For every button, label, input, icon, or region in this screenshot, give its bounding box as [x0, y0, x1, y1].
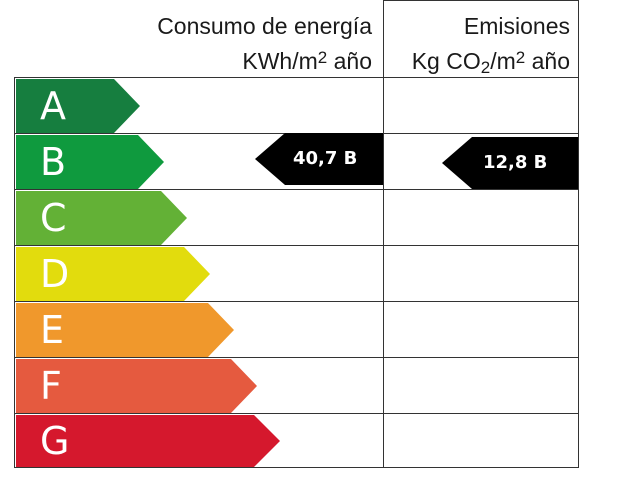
- band-b-letter: B: [40, 140, 67, 184]
- band-e-letter: E: [40, 308, 65, 352]
- row-divider: [14, 413, 579, 414]
- band-c-arrow: [16, 191, 187, 245]
- table-border-right: [578, 0, 579, 468]
- band-g-letter: G: [40, 419, 70, 463]
- column-divider: [383, 0, 384, 468]
- emissions-header-title: Emisiones: [463, 13, 570, 39]
- emissions-header-unit: Kg CO2/m2 año: [411, 48, 570, 77]
- emissions-rating-value: 12,8 B: [483, 152, 548, 173]
- energy-rating-value: 40,7 B: [293, 148, 358, 169]
- energy-header-title: Consumo de energía: [157, 13, 372, 39]
- band-b-arrow: [16, 135, 164, 189]
- band-g: G: [16, 415, 281, 467]
- band-d: D: [16, 247, 211, 301]
- band-d-arrow: [16, 247, 210, 301]
- band-c-letter: C: [40, 196, 67, 240]
- row-divider: [14, 189, 579, 190]
- energy-rating-badge: 40,7 B: [255, 133, 383, 185]
- energy-rating-arrow: [255, 133, 383, 185]
- emissions-rating-arrow: [442, 137, 578, 189]
- band-g-arrow: [16, 415, 280, 467]
- row-divider: [14, 245, 579, 246]
- band-d-letter: D: [40, 252, 70, 296]
- emissions-header: Emisiones Kg CO2/m2 año: [388, 10, 570, 84]
- band-f: F: [16, 359, 258, 413]
- band-c: C: [16, 191, 188, 245]
- band-e-arrow: [16, 303, 234, 357]
- table-border-top: [384, 0, 579, 1]
- table-border-bottom: [14, 467, 579, 468]
- energy-consumption-header: Consumo de energía KWh/m2 año: [100, 10, 372, 77]
- band-f-arrow: [16, 359, 257, 413]
- header-underline: [14, 77, 579, 78]
- emissions-rating-badge: 12,8 B: [442, 137, 578, 189]
- row-divider: [14, 357, 579, 358]
- band-b: B: [16, 135, 165, 189]
- band-a-arrow: [16, 79, 140, 133]
- row-divider: [14, 301, 579, 302]
- energy-header-unit: KWh/m2 año: [242, 48, 372, 74]
- band-a-letter: A: [40, 84, 66, 128]
- band-a: A: [16, 79, 141, 133]
- band-f-letter: F: [40, 364, 62, 408]
- table-border-left: [14, 77, 15, 468]
- band-e: E: [16, 303, 235, 357]
